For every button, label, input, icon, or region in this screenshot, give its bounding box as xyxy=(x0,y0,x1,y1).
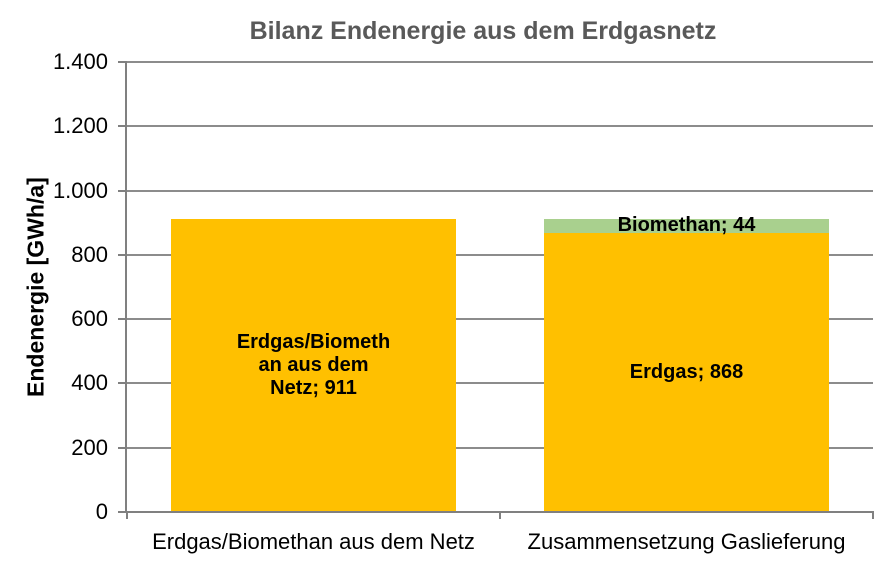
y-tick-label-1400: 1.400 xyxy=(52,49,108,74)
gridline-1000 xyxy=(127,189,873,192)
gridline-800 xyxy=(127,253,873,256)
x-tick-2 xyxy=(872,512,874,519)
y-tick-400 xyxy=(118,382,127,385)
bar-label: Biomethan; 44 xyxy=(617,214,756,237)
bar-label: Erdgas/Biometh an aus dem Netz; 911 xyxy=(236,331,391,400)
y-tick-1200 xyxy=(118,125,127,128)
chart-title: Bilanz Endenergie aus dem Erdgasnetz xyxy=(249,17,717,45)
gridline-400 xyxy=(127,382,873,385)
gridline-600 xyxy=(127,318,873,321)
x-tick-1 xyxy=(499,512,501,519)
y-axis-line xyxy=(125,62,127,512)
gridline-1400 xyxy=(127,61,873,63)
y-tick-label-600: 600 xyxy=(71,306,108,332)
category-label-1: Erdgas/Biomethan aus dem Netz xyxy=(152,529,475,554)
y-tick-800 xyxy=(118,253,127,256)
y-tick-0 xyxy=(118,511,127,513)
bar-label: Erdgas; 868 xyxy=(629,361,744,383)
y-tick-label-400: 400 xyxy=(71,370,108,396)
y-tick-label-1000: 1.000 xyxy=(52,177,108,203)
gridline-1200 xyxy=(127,125,873,128)
bar-segment-biomethan: Biomethan; 44 xyxy=(544,214,829,236)
bar-segment-erdgas: Erdgas; 868 xyxy=(544,233,829,512)
y-tick-label-0: 0 xyxy=(95,499,108,524)
y-tick-label-200: 200 xyxy=(71,434,108,460)
y-tick-label-800: 800 xyxy=(71,241,108,267)
y-tick-600 xyxy=(118,318,127,321)
y-tick-label-1200: 1.200 xyxy=(52,113,108,139)
y-tick-1400 xyxy=(118,61,127,63)
category-label-2: Zusammensetzung Gaslieferung xyxy=(527,529,846,554)
y-tick-200 xyxy=(118,446,127,449)
bar-segment-erdgas-biomethan-aus-dem-netz: Erdgas/Biometh an aus dem Netz; 911 xyxy=(171,219,456,512)
x-tick-0 xyxy=(126,512,128,519)
y-tick-1000 xyxy=(118,189,127,192)
gridline-200 xyxy=(127,446,873,449)
